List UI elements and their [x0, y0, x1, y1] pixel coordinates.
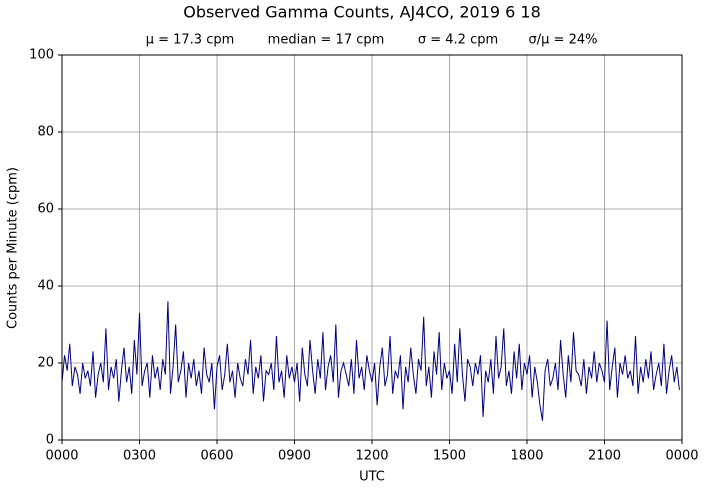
x-tick-label: 2100: [588, 449, 621, 464]
plot-frame: [61, 54, 683, 441]
x-tick-label: 0600: [200, 449, 233, 464]
subtitle: σ = 4.2 cpm: [418, 33, 498, 48]
x-tick-label: 1800: [510, 449, 543, 464]
x-tick-label: 0300: [123, 449, 156, 464]
subtitle: median = 17 cpm: [268, 33, 385, 48]
x-tick-label: 0000: [665, 449, 698, 464]
y-tick-label: 80: [37, 125, 54, 140]
subtitle: μ = 17.3 cpm: [146, 33, 235, 48]
x-tick-label: 1500: [433, 449, 466, 464]
x-axis-label: UTC: [359, 470, 385, 485]
y-axis-label: Counts per Minute (cpm): [6, 167, 21, 329]
x-tick-label: 1200: [355, 449, 388, 464]
y-tick-label: 0: [46, 433, 54, 448]
x-tick-label: 0900: [278, 449, 311, 464]
y-tick-label: 60: [37, 202, 54, 217]
chart-title: Observed Gamma Counts, AJ4CO, 2019 6 18: [183, 3, 541, 22]
y-tick-label: 100: [29, 48, 54, 63]
y-tick-label: 40: [37, 279, 54, 294]
y-tick-label: 20: [37, 356, 54, 371]
subtitle: σ/μ = 24%: [529, 33, 598, 48]
x-tick-label: 0000: [45, 449, 78, 464]
data-line: [61, 301, 680, 421]
